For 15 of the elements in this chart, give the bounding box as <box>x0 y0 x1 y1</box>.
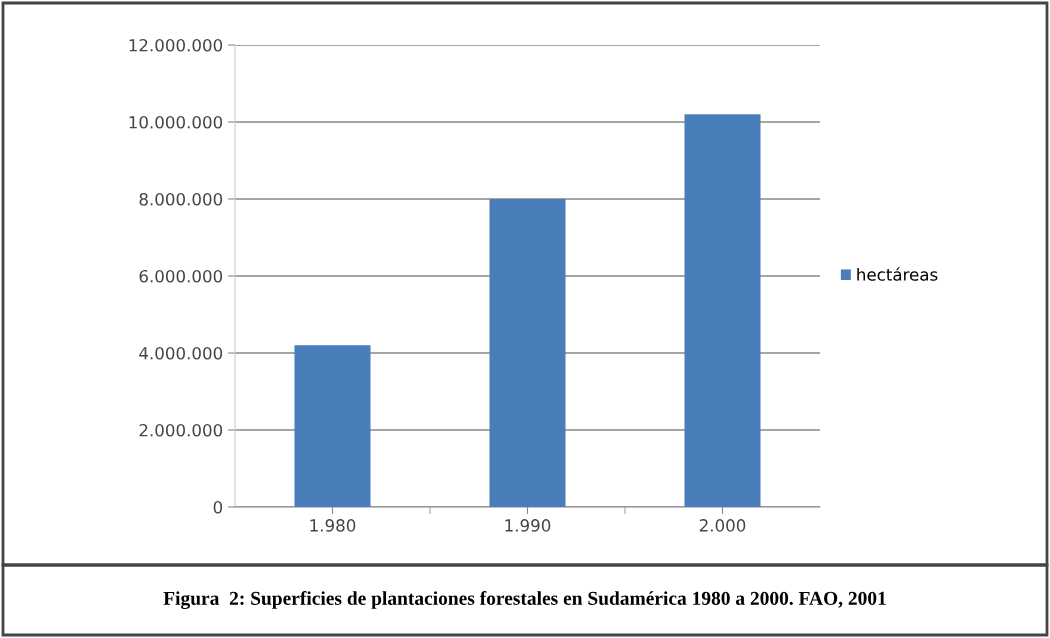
bar <box>684 114 761 507</box>
legend-label: hectáreas <box>857 267 938 281</box>
text: Figura 2: Superficies de plantaciones forestales en Sudamérica 1980 a 2000. FAO, 2001 <box>163 591 886 609</box>
bar <box>294 345 371 507</box>
y-tick-label: 8.000.000 <box>139 192 223 206</box>
x-tick-label: 2.000 <box>699 519 746 532</box>
bar <box>489 199 566 507</box>
y-tick-label: 12.000.000 <box>129 38 223 52</box>
x-tick-label: 1.980 <box>310 519 356 532</box>
y-tick-label: 0 <box>213 500 223 514</box>
y-tick-label: 4.000.000 <box>139 346 223 360</box>
y-tick-label: 6.000.000 <box>139 269 223 283</box>
x-tick-label: 1.990 <box>505 519 551 532</box>
y-tick-label: 10.000.000 <box>129 115 223 129</box>
y-tick-label: 2.000.000 <box>139 423 223 437</box>
